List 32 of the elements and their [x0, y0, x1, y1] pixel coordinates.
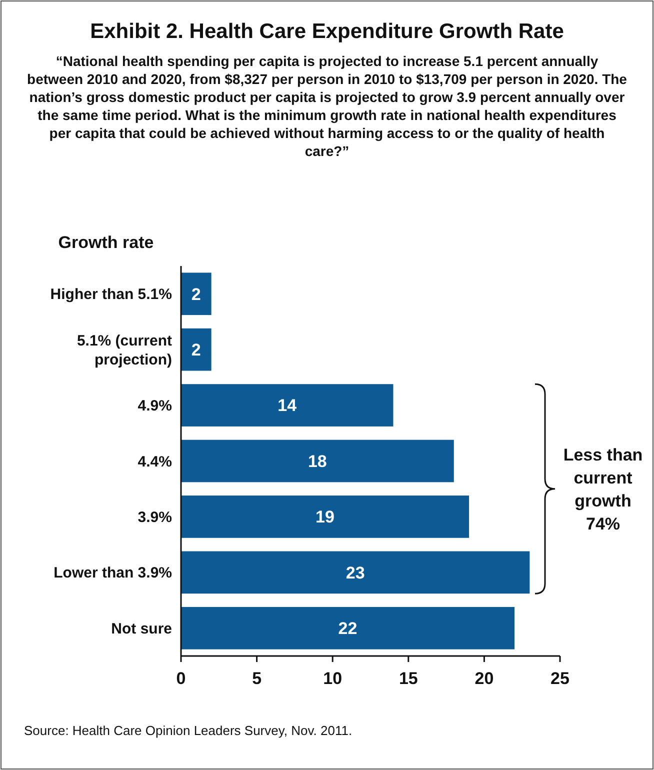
- y-tick-label: Higher than 5.1%: [50, 286, 172, 304]
- data-label: 14: [278, 396, 298, 416]
- bar: [181, 551, 530, 594]
- data-label: 19: [316, 508, 334, 527]
- y-tick-label: 4.4%: [138, 453, 172, 470]
- bar: [181, 606, 515, 650]
- y-tick-label: Lower than 3.9%: [54, 564, 172, 582]
- bar: [181, 272, 212, 316]
- data-label: 22: [338, 619, 358, 638]
- y-tick-label: 4.9%: [138, 398, 172, 415]
- source-note: Source: Health Care Opinion Leaders Survey, Nov. 2011.: [24, 723, 352, 738]
- chart-subtitle: “National health spending per capita is projected to increase 5.1 percent annually between 2010 and 2020, from $8,327 per person in 2010 to $13,709 per person in 2020. The nation’s gross domestic product per capita is projected to grow 3.9 percent annually over the same time period. What is the minimum growth rate in national health expenditures per capita that could be achieved without harming access to or the quality of health care?”: [27, 53, 628, 159]
- x-tick-label: 15: [398, 669, 418, 688]
- y-tick-label: 5.1% (current projection): [76, 332, 172, 368]
- x-tick-label: 20: [474, 669, 494, 688]
- x-tick-label: 0: [176, 669, 186, 688]
- text: Less than current growth 74%: [563, 445, 643, 534]
- bar: [181, 328, 212, 371]
- data-label: 2: [191, 284, 201, 304]
- y-tick-label: 3.9%: [138, 508, 172, 526]
- x-tick-label: 25: [550, 669, 570, 688]
- data-label: 2: [191, 340, 201, 360]
- data-label: 23: [346, 563, 365, 582]
- bar: [181, 440, 454, 482]
- bar: [181, 496, 470, 538]
- x-tick-label: 5: [252, 669, 262, 688]
- chart-title: Exhibit 2. Health Care Expenditure Growth Rate: [90, 20, 564, 43]
- bar: [181, 384, 394, 426]
- y-tick-label: Not sure: [111, 620, 172, 638]
- data-label: 18: [308, 452, 327, 471]
- y-axis-title: Growth rate: [58, 233, 154, 252]
- x-tick-label: 10: [323, 669, 342, 688]
